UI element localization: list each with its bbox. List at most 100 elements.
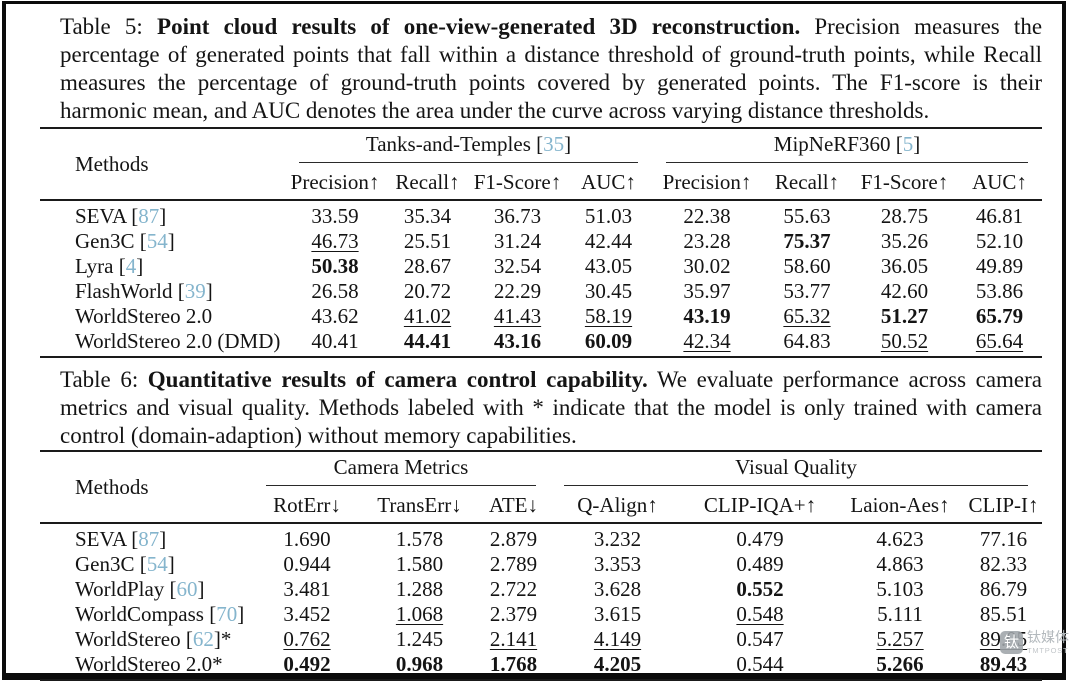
- table6-caption: Table 6: Quantitative results of camera …: [60, 366, 1042, 450]
- method-label: WorldStereo 2.0*: [75, 652, 223, 676]
- table-row: WorldStereo [62]* 0.762 1.245 2.141 4.149 0.5…: [40, 627, 1042, 652]
- metric-value: 2.379: [489, 602, 538, 626]
- metric-value: 0.479: [736, 527, 784, 551]
- metric-value: 30.45: [584, 279, 633, 303]
- citation-link[interactable]: 60: [176, 577, 198, 601]
- metric-value: 31.24: [493, 229, 542, 253]
- column-header: ATE↓: [477, 486, 550, 524]
- metric-value: 2.879: [489, 527, 538, 551]
- metric-value: 28.75: [880, 204, 929, 228]
- metric-value: 25.51: [403, 229, 452, 253]
- method-label: WorldPlay [: [75, 577, 177, 601]
- metric-value: 1.245: [395, 627, 444, 651]
- method-name: WorldStereo 2.0: [40, 304, 285, 329]
- citation-link[interactable]: 54: [146, 229, 168, 253]
- method-label: SEVA [: [75, 204, 139, 228]
- metric-value: 53.77: [783, 279, 831, 303]
- table-row: Gen3C [54] 46.73 25.51 31.24 42.44 23.28 75.37…: [40, 229, 1042, 254]
- metric-value: 85.51: [979, 602, 1028, 626]
- metric-value: 4.149: [593, 627, 642, 651]
- metric-value: 0.552: [736, 577, 784, 601]
- metric-value: 0.547: [736, 627, 784, 651]
- column-header: RotErr↓: [252, 486, 362, 524]
- column-header: Precision↑: [652, 163, 762, 201]
- metric-value: 0.944: [283, 552, 331, 576]
- citation-link[interactable]: 54: [146, 552, 168, 576]
- table5-caption-body: Precision measures the percentage of gen…: [60, 14, 1043, 123]
- column-header: CLIP-IQA+↑: [685, 486, 835, 524]
- point-cloud-results-table: Methods Tanks-and-Temples [35] MipNeRF360 …: [40, 127, 1042, 358]
- metric-value: 0.548: [736, 602, 784, 626]
- table-row: Gen3C [54] 0.944 1.580 2.789 3.353 0.489 4.863…: [40, 552, 1042, 577]
- table6-caption-label: Table 6:: [60, 367, 139, 392]
- column-header: CLIP-I↑: [965, 486, 1042, 524]
- bracket-close: ]: [913, 132, 921, 156]
- citation-link[interactable]: 87: [138, 527, 160, 551]
- metric-value: 5.266: [835, 652, 965, 681]
- citation-link[interactable]: 62: [192, 627, 214, 651]
- metric-value: 42.60: [880, 279, 929, 303]
- column-group-header: Tanks-and-Temples [35]: [299, 132, 638, 163]
- citation-link[interactable]: 4: [125, 254, 137, 278]
- metric-value: 3.232: [593, 527, 642, 551]
- column-header: Q-Align↑: [550, 486, 685, 524]
- metric-value: 4.205: [550, 652, 685, 681]
- table-row: WorldStereo 2.0* 0.492 0.968 1.768 4.205 0.54…: [40, 652, 1042, 681]
- method-label: WorldStereo 2.0: [75, 304, 213, 328]
- method-name: Lyra [4]: [40, 254, 285, 279]
- metric-value: 55.63: [783, 204, 831, 228]
- metric-value: 89.43: [965, 652, 1042, 681]
- column-group-cell: Visual Quality: [550, 451, 1042, 486]
- method-name: Gen3C [54]: [40, 552, 252, 577]
- table-row: WorldStereo 2.0 43.62 41.02 41.43 58.19 43.19…: [40, 304, 1042, 329]
- citation-link[interactable]: 35: [543, 132, 565, 156]
- metric-value: 86.79: [979, 577, 1028, 601]
- metric-value: 0.544: [685, 652, 835, 681]
- table-row: FlashWorld [39] 26.58 20.72 22.29 30.45 35.97…: [40, 279, 1042, 304]
- metric-value: 4.623: [876, 527, 924, 551]
- bracket-close: ]: [205, 279, 213, 303]
- metric-value: 35.34: [403, 204, 452, 228]
- table6-caption-title: Quantitative results of camera control c…: [147, 367, 648, 392]
- group-header-row: Methods Tanks-and-Temples [35] MipNeRF360 …: [40, 128, 1042, 201]
- metric-value: 58.19: [584, 304, 633, 328]
- method-name: WorldStereo 2.0 (DMD): [40, 329, 285, 358]
- metric-value: 2.141: [489, 627, 538, 651]
- method-name: SEVA [87]: [40, 200, 285, 229]
- metric-value: 42.34: [652, 329, 762, 358]
- metric-value: 0.762: [283, 627, 331, 651]
- table5-caption-label: Table 5:: [60, 14, 143, 39]
- column-header: Precision↑: [285, 163, 385, 201]
- bracket-close: ]: [213, 627, 221, 651]
- citation-link[interactable]: 87: [138, 204, 160, 228]
- citation-link[interactable]: 5: [902, 132, 914, 156]
- methods-column-header: Methods: [40, 451, 252, 524]
- metric-value: 65.32: [783, 304, 831, 328]
- method-label: WorldStereo 2.0 (DMD): [75, 329, 281, 353]
- metric-value: 36.05: [880, 254, 929, 278]
- metric-value: 36.73: [493, 204, 542, 228]
- metric-value: 0.492: [252, 652, 362, 681]
- table5-caption: Table 5: Point cloud results of one-view…: [60, 13, 1042, 125]
- bracket-close: ]: [197, 577, 205, 601]
- methods-column-header: Methods: [40, 128, 285, 201]
- table6-header: Methods Camera Metrics Visual Quality RotEr…: [40, 451, 1042, 524]
- method-name: WorldStereo [62]*: [40, 627, 252, 652]
- metric-value: 2.722: [489, 577, 538, 601]
- metric-value: 43.16: [470, 329, 565, 358]
- metric-value: 35.97: [683, 279, 731, 303]
- metric-value: 41.02: [403, 304, 452, 328]
- citation-link[interactable]: 70: [216, 602, 238, 626]
- bracket-close: ]: [167, 552, 175, 576]
- method-name: Gen3C [54]: [40, 229, 285, 254]
- column-group-header: MipNeRF360 [5]: [666, 132, 1028, 163]
- metric-value: 1.690: [283, 527, 331, 551]
- bracket-close: ]: [167, 229, 175, 253]
- metric-value: 43.19: [683, 304, 731, 328]
- citation-link[interactable]: 39: [184, 279, 206, 303]
- metric-value: 4.863: [876, 552, 924, 576]
- table-row: SEVA [87] 1.690 1.578 2.879 3.232 0.479 4.623 7…: [40, 523, 1042, 552]
- metric-value: 3.452: [283, 602, 331, 626]
- metric-value: 46.81: [975, 204, 1024, 228]
